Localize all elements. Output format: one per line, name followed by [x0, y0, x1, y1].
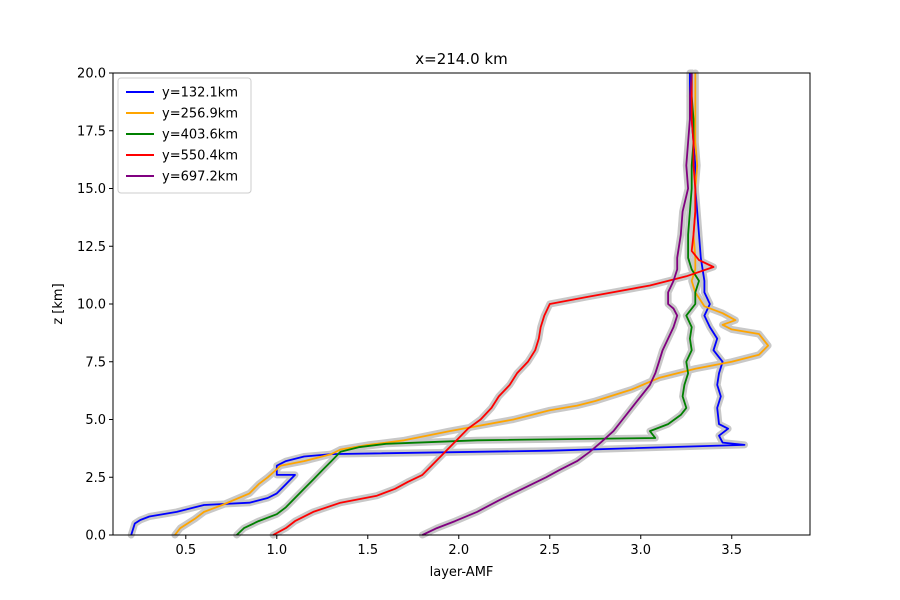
y-tick-label: 7.5 [85, 355, 106, 370]
y-tick-label: 12.5 [77, 240, 106, 255]
series-line-4 [272, 73, 715, 536]
legend-label: y=550.4km [162, 149, 238, 164]
uncertainty-band-2 [171, 69, 772, 539]
legend: y=132.1km y=256.9km y=403.6km y=550.4km y=69… [117, 77, 252, 194]
y-tick-label: 0.0 [85, 529, 106, 544]
y-tick-label: 2.5 [85, 471, 106, 486]
series-line-5 [422, 72, 693, 536]
y-axis-label: z [km] [51, 283, 66, 324]
series-line-2 [174, 73, 769, 536]
x-tick-label: 0.5 [175, 543, 196, 558]
y-tick-label: 15.0 [77, 182, 106, 197]
x-axis-ticks: 0.5 1.0 1.5 2.0 2.5 3.0 3.5 [175, 535, 742, 558]
legend-label: y=256.9km [162, 107, 238, 122]
chart-title: x=214.0 km [415, 50, 507, 68]
y-tick-label: 17.5 [77, 124, 106, 139]
series-line-3 [236, 73, 700, 536]
legend-box [117, 77, 252, 194]
x-tick-label: 3.5 [721, 543, 742, 558]
y-axis-ticks: 0.0 2.5 5.0 7.5 10.0 12.5 15.0 17.5 20.0 [77, 67, 113, 544]
series-line-1 [130, 73, 746, 536]
x-tick-label: 2.5 [539, 543, 560, 558]
legend-label: y=403.6km [162, 128, 238, 143]
y-tick-label: 5.0 [85, 413, 106, 428]
uncertainty-band-3 [233, 69, 703, 539]
series-lines [130, 72, 769, 536]
x-tick-label: 1.5 [357, 543, 378, 558]
uncertainty-band-4 [269, 69, 717, 539]
y-tick-label: 20.0 [77, 67, 106, 82]
y-tick-label: 10.0 [77, 298, 106, 313]
x-tick-label: 1.0 [266, 543, 287, 558]
x-tick-label: 2.0 [448, 543, 469, 558]
legend-label: y=132.1km [162, 86, 238, 101]
legend-label: y=697.2km [162, 170, 238, 185]
x-axis-label: layer-AMF [430, 565, 494, 580]
x-tick-label: 3.0 [630, 543, 651, 558]
